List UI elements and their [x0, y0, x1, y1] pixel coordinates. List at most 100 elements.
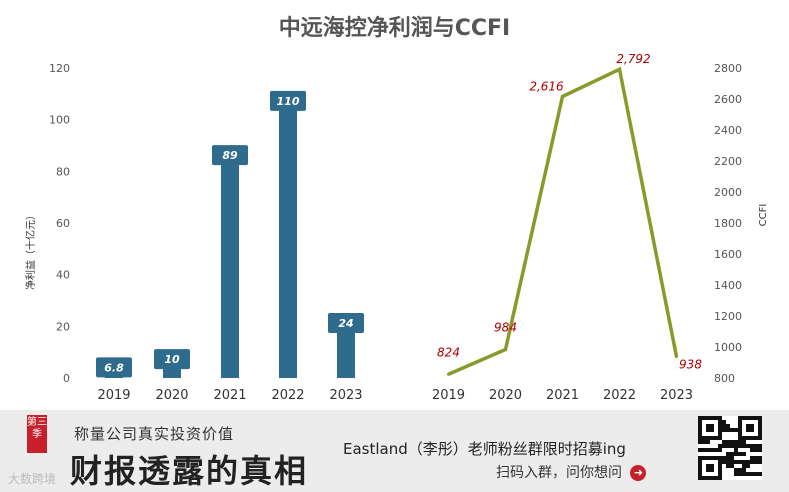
bar-data-label: 89	[222, 149, 238, 162]
qr-module	[734, 444, 738, 448]
qr-module	[734, 448, 738, 452]
qr-module	[738, 444, 742, 448]
line-point	[675, 355, 678, 359]
qr-module	[726, 456, 730, 460]
y-tick-label-left: 40	[56, 269, 70, 282]
qr-module	[726, 452, 730, 456]
qr-module	[754, 472, 758, 476]
qr-module	[706, 448, 710, 452]
y-tick-label-right: 2400	[714, 124, 742, 137]
qr-module	[750, 444, 754, 448]
qr-module	[734, 468, 738, 472]
x-tick-label-right: 2020	[489, 388, 522, 403]
qr-finder-core	[746, 424, 754, 432]
banner-main-title: 财报透露的真相	[70, 452, 309, 490]
qr-module	[722, 456, 726, 460]
x-tick-label-left: 2023	[329, 388, 362, 403]
qr-module	[726, 424, 730, 428]
qr-module	[754, 444, 758, 448]
line-data-label: 938	[679, 358, 702, 372]
chart-canvas: 0 20 40 60 80 100 120 净利益（十亿元） 6.8 2019 10 2020 89 20…	[24, 52, 769, 403]
chart-title: 中远海控净利润与CCFI	[278, 16, 511, 41]
qr-module	[714, 448, 718, 452]
y-tick-label-left: 20	[56, 320, 70, 333]
qr-module	[698, 448, 702, 452]
qr-module	[726, 460, 730, 464]
qr-module	[746, 460, 750, 464]
y-axis-label-right: CCFI	[758, 204, 769, 227]
line-data-label: 824	[437, 345, 460, 359]
qr-module	[730, 456, 734, 460]
qr-module	[742, 444, 746, 448]
qr-module	[746, 444, 750, 448]
y-tick-label-right: 2800	[714, 62, 742, 75]
qr-module	[730, 452, 734, 456]
qr-module	[746, 464, 750, 468]
promo-banner	[0, 410, 789, 492]
qr-code[interactable]	[698, 416, 762, 480]
bar	[221, 148, 239, 378]
qr-module	[702, 440, 706, 444]
line-point	[447, 372, 450, 376]
x-tick-label-left: 2019	[97, 388, 130, 403]
qr-module	[742, 472, 746, 476]
qr-module	[754, 448, 758, 452]
qr-module	[722, 460, 726, 464]
qr-module	[742, 440, 746, 444]
net-profit-bar-chart: 0 20 40 60 80 100 120 净利益（十亿元） 6.8 2019 10 2020 89 20…	[24, 62, 364, 403]
qr-module	[750, 448, 754, 452]
arrow-right-icon: ➜	[630, 465, 647, 481]
qr-module	[722, 428, 726, 432]
qr-module	[726, 444, 730, 448]
x-tick-label-right: 2019	[432, 388, 465, 403]
qr-finder-core	[706, 464, 714, 472]
qr-module	[722, 420, 726, 424]
qr-module	[730, 464, 734, 468]
qr-module	[726, 428, 730, 432]
qr-module	[734, 452, 738, 456]
bar-data-label: 10	[164, 353, 180, 366]
qr-module	[738, 460, 742, 464]
qr-module	[754, 460, 758, 464]
qr-module	[742, 460, 746, 464]
qr-module	[754, 456, 758, 460]
bar-label-box	[270, 90, 306, 111]
qr-module	[742, 468, 746, 472]
season-tag: 第三季	[27, 415, 47, 453]
x-tick-label-left: 2022	[271, 388, 304, 403]
line-point	[504, 347, 507, 351]
y-tick-label-left: 80	[56, 165, 70, 178]
x-tick-label-right: 2021	[546, 388, 579, 403]
qr-module	[730, 460, 734, 464]
bar	[279, 93, 297, 378]
bar-data-label: 6.8	[104, 361, 124, 374]
line-point	[561, 95, 564, 99]
qr-module	[738, 452, 742, 456]
qr-module	[758, 456, 762, 460]
y-tick-label-right: 800	[714, 372, 735, 385]
qr-module	[702, 448, 706, 452]
qr-module	[734, 440, 738, 444]
bar-label-box	[154, 349, 190, 370]
x-tick-label-right: 2023	[660, 388, 693, 403]
qr-module	[730, 444, 734, 448]
qr-module	[726, 440, 730, 444]
line-data-label: 2,616	[529, 80, 564, 94]
brand-watermark: 大数跨境	[8, 472, 57, 486]
bar-label-box	[328, 313, 364, 333]
y-tick-label-left: 0	[63, 372, 70, 385]
qr-module	[698, 440, 702, 444]
qr-module	[758, 460, 762, 464]
qr-module	[710, 448, 714, 452]
ccfi-series-line	[447, 66, 679, 376]
y-tick-label-right: 1000	[714, 341, 742, 354]
bar-label-box	[212, 145, 248, 166]
banner-action[interactable]: 扫码入群，问你想问 ➜	[496, 462, 647, 482]
bar-data-label: 24	[338, 317, 353, 330]
y-tick-label-right: 1200	[714, 310, 742, 323]
banner-promo-text: Eastland（李彤）老师粉丝群限时招募ing	[343, 440, 626, 458]
x-tick-label-left: 2020	[155, 388, 188, 403]
qr-module	[734, 472, 738, 476]
qr-module	[742, 464, 746, 468]
qr-module	[726, 464, 730, 468]
